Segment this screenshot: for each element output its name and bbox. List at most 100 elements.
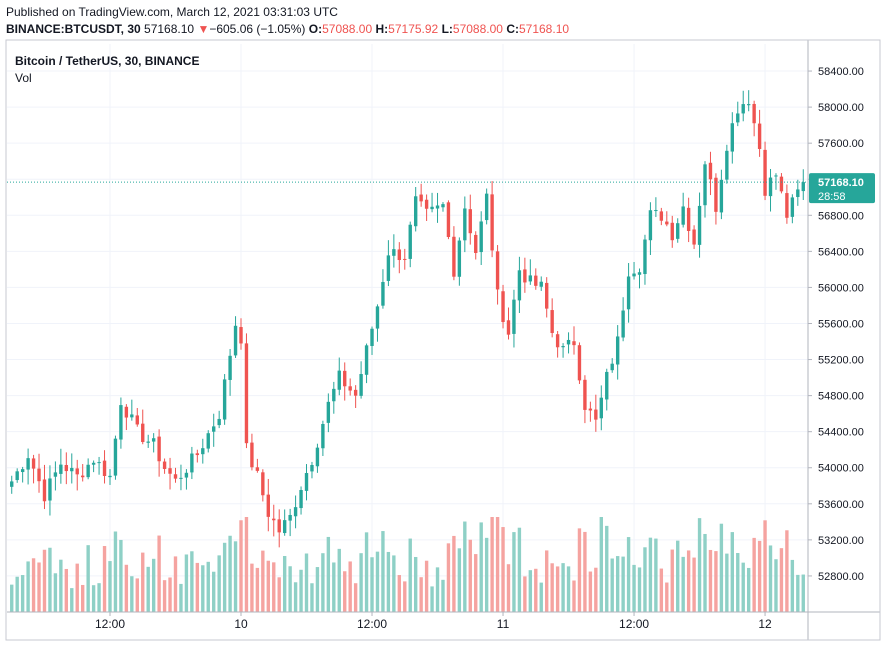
volume-bar — [615, 556, 620, 612]
candle — [277, 509, 281, 548]
candle-body — [555, 334, 560, 348]
candle-body — [337, 370, 341, 390]
candle-body — [91, 462, 96, 465]
candle — [785, 184, 789, 224]
time-tick-label: 12:00 — [95, 617, 125, 631]
volume-bar — [528, 570, 533, 612]
candle-body — [102, 460, 107, 476]
candle — [801, 169, 805, 200]
price-tick-label: 58000.00 — [818, 102, 864, 114]
candle — [506, 307, 511, 340]
time-axis: 12:00 10 12:00 11 12:00 12 — [95, 612, 772, 631]
candle-body — [796, 189, 800, 198]
published-line: Published on TradingView.com, March 12, … — [6, 5, 338, 19]
volume-bar — [64, 568, 69, 612]
candle-body — [195, 453, 200, 456]
candle-body — [594, 409, 598, 420]
chart-border — [5, 39, 881, 641]
candle-body — [572, 341, 576, 346]
candle — [441, 202, 445, 212]
volume-bar — [495, 517, 500, 612]
candle — [495, 245, 500, 305]
candle-body — [408, 224, 412, 259]
candle — [528, 259, 533, 285]
volume-bar — [359, 553, 363, 612]
volume-bar — [375, 551, 380, 612]
candle — [670, 215, 674, 248]
candle-body — [75, 468, 79, 475]
candle-body — [605, 371, 609, 400]
price-tick-label: 54800.00 — [818, 391, 864, 403]
candle-body — [130, 414, 134, 418]
volume-bar — [555, 566, 560, 612]
volume-bar — [643, 547, 647, 612]
candle — [523, 257, 527, 293]
candle — [561, 343, 565, 358]
volume-bar — [654, 538, 658, 612]
candle-body — [626, 276, 631, 310]
candle-body — [665, 221, 669, 225]
candle-body — [643, 239, 647, 275]
volume-bar — [424, 560, 429, 612]
candle-body — [250, 442, 254, 468]
volume-bar — [583, 531, 587, 612]
candle — [217, 410, 221, 429]
candle-body — [708, 162, 713, 180]
volume-bar — [719, 523, 724, 612]
candle — [605, 368, 609, 411]
candle-body — [348, 386, 352, 391]
volume-bar — [381, 531, 385, 612]
volume-bar — [741, 562, 745, 612]
candle — [386, 240, 391, 287]
low-value: 57088.00 — [452, 22, 503, 36]
volume-bar — [266, 560, 270, 612]
candle-body — [659, 211, 664, 221]
candle-body — [397, 249, 402, 261]
volume-bar — [97, 583, 101, 612]
candle-body — [228, 355, 232, 380]
candle — [577, 342, 582, 384]
candle — [348, 378, 352, 396]
volume-bar — [419, 577, 423, 612]
volume-bar — [703, 533, 707, 612]
volume-bar — [288, 566, 292, 612]
candle — [643, 234, 647, 285]
candle — [304, 464, 309, 501]
volume-bar — [337, 548, 341, 612]
volume-bar — [534, 568, 538, 612]
candle — [261, 469, 265, 502]
candle — [774, 173, 778, 190]
candle-body — [146, 441, 150, 443]
candle-body — [179, 477, 183, 479]
volume-bar — [512, 532, 516, 612]
candle — [37, 453, 41, 493]
volume-bar — [20, 575, 25, 612]
volume-bar — [468, 539, 472, 612]
candle-body — [785, 193, 789, 218]
volume-bar — [386, 551, 391, 612]
candle — [168, 457, 172, 490]
symbol: BINANCE:BTCUSDT, 30 — [6, 22, 141, 36]
candle — [75, 459, 79, 491]
candle-body — [441, 204, 445, 208]
candle — [190, 446, 194, 480]
candle — [615, 325, 620, 380]
candle — [736, 101, 740, 127]
volume-bar — [506, 564, 511, 612]
candle-body — [746, 104, 751, 106]
candle — [64, 452, 69, 485]
candle — [757, 109, 762, 157]
candle-body — [577, 345, 582, 381]
candle-body — [790, 197, 795, 217]
volume-bar — [730, 532, 734, 612]
volume-bar — [736, 553, 740, 612]
candle — [337, 357, 341, 396]
candle — [468, 194, 472, 245]
candle-body — [468, 209, 472, 234]
candle-body — [42, 479, 47, 502]
volume-bar — [130, 576, 134, 612]
open-label: O: — [308, 22, 323, 36]
candle — [566, 332, 571, 354]
candle — [48, 465, 52, 516]
